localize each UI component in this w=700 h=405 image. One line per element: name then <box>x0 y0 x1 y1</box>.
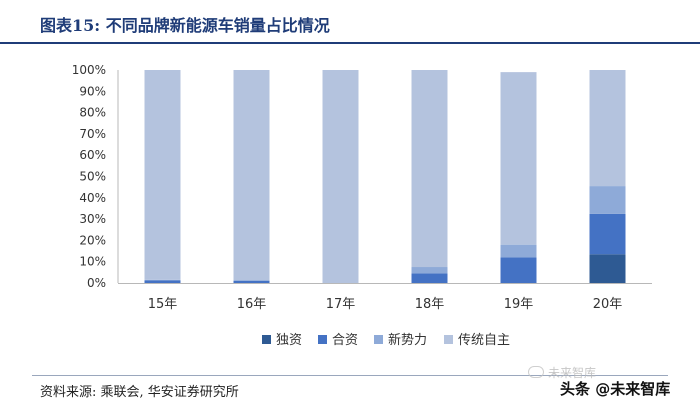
source-note: 资料来源: 乘联会, 华安证券研究所 <box>40 385 239 400</box>
bar-segment <box>500 244 537 258</box>
y-tick-label: 20% <box>79 233 106 247</box>
watermark: 未来智库 <box>528 364 596 381</box>
x-tick-label: 18年 <box>415 297 445 312</box>
attribution-text: 头条 @未来智库 <box>560 380 671 398</box>
legend-label: 独资 <box>276 333 302 348</box>
x-tick-label: 16年 <box>237 297 267 312</box>
y-tick-label: 80% <box>79 106 106 120</box>
y-tick-label: 10% <box>79 255 106 269</box>
x-tick-label: 19年 <box>504 297 534 312</box>
bar-segment <box>144 70 181 280</box>
legend-swatch <box>318 335 327 344</box>
watermark-text: 未来智库 <box>548 366 597 380</box>
legend-label: 新势力 <box>388 332 427 348</box>
bar-segment <box>589 213 626 255</box>
bar-segment <box>233 70 270 281</box>
bar-segment <box>411 273 448 283</box>
bar-segment <box>144 279 181 281</box>
x-tick-label: 15年 <box>148 297 178 312</box>
bar-segment <box>144 280 181 283</box>
y-tick-label: 40% <box>79 191 106 205</box>
bar-segment <box>500 257 537 283</box>
bar-segment <box>589 70 626 187</box>
bar-segment <box>589 186 626 214</box>
y-tick-label: 90% <box>79 84 106 98</box>
y-tick-label: 50% <box>79 170 106 184</box>
title-bar: 图表15: 不同品牌新能源车销量占比情况 <box>0 0 700 44</box>
legend-swatch <box>262 335 271 344</box>
bar-segment <box>322 70 359 283</box>
legend-swatch <box>444 335 453 344</box>
footer-divider <box>32 375 668 376</box>
wechat-icon <box>528 366 544 378</box>
legend-label: 传统自主 <box>458 333 510 348</box>
bar-segment <box>233 280 270 281</box>
y-tick-label: 0% <box>87 276 106 290</box>
y-tick-label: 100% <box>72 63 106 77</box>
legend-swatch <box>374 335 383 344</box>
y-tick-label: 70% <box>79 127 106 141</box>
y-tick-label: 30% <box>79 212 106 226</box>
x-tick-label: 20年 <box>593 297 623 312</box>
bar-segment <box>411 267 448 274</box>
bar-segment <box>233 280 270 283</box>
bar-segment <box>500 72 537 245</box>
x-tick-label: 17年 <box>326 297 356 312</box>
chart-title: 图表15: 不同品牌新能源车销量占比情况 <box>40 16 330 35</box>
bar-segment <box>589 254 626 283</box>
bar-segment <box>411 70 448 268</box>
y-tick-label: 60% <box>79 148 106 162</box>
legend-label: 合资 <box>332 333 358 348</box>
